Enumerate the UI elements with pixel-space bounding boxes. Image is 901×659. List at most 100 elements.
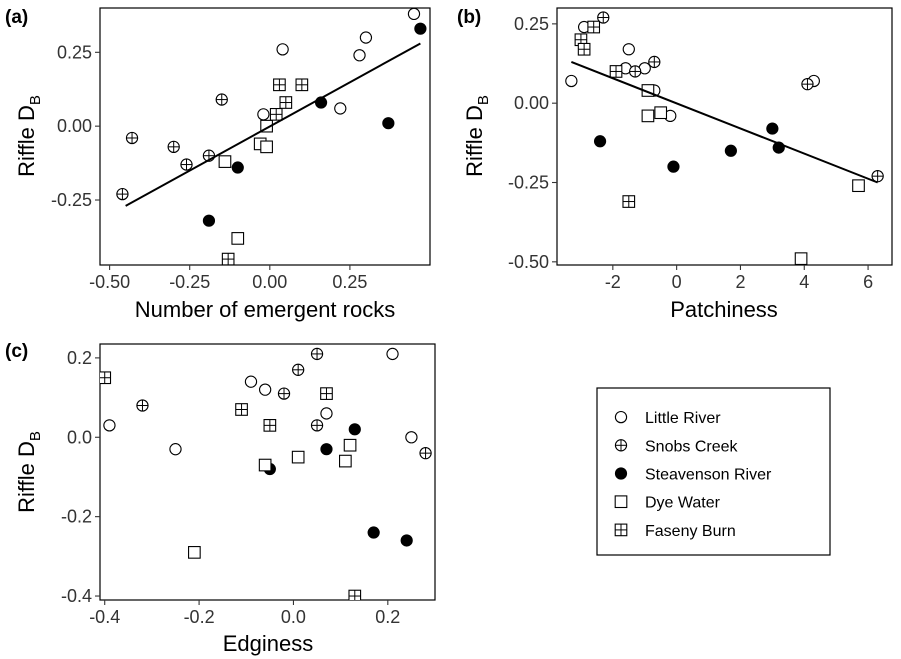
legend-entry: Dye Water [614, 495, 721, 512]
y-tick-label: 0.25 [514, 14, 549, 34]
dye-water-point [852, 179, 865, 193]
legend-label: Little River [645, 410, 721, 427]
data-points [100, 347, 432, 600]
x-axis-title: Patchiness [670, 297, 778, 322]
y-tick-label: -0.25 [51, 190, 92, 210]
faseny-burn-point [320, 387, 333, 400]
faseny-burn-point [587, 20, 601, 34]
little-river-point [565, 74, 578, 88]
panel-b: (b) -2 0 2 4 6-0.50-0.250.000.25 Patchiness … [457, 7, 893, 322]
steavenson-river-point [400, 534, 413, 547]
panel-label: (a) [5, 7, 28, 28]
faseny-burn-point [609, 65, 623, 78]
y-axis-title-subscript: B [27, 431, 44, 441]
legend: Little River Snobs Creek Steavenson River D… [596, 387, 831, 556]
y-axis-title-subscript: B [475, 95, 492, 105]
data-points [565, 11, 884, 265]
legend-symbol-little-river [614, 410, 628, 424]
little-river-point [405, 431, 418, 444]
legend-entry: Steavenson River [614, 467, 772, 484]
axis-ticks: -0.4 -0.2 0.0 0.2 -0.4 -0.2 0.0 0.2 [61, 348, 400, 627]
y-tick-label: 0.0 [67, 427, 92, 447]
legend-box [596, 387, 831, 556]
x-tick-label: -0.2 [184, 607, 215, 627]
steavenson-river-point [231, 161, 244, 174]
dye-water-point [260, 140, 273, 154]
dye-water-point [343, 438, 357, 452]
dye-water-point [258, 458, 272, 472]
legend-symbol-snobs-creek [614, 439, 628, 452]
panel-label: (b) [457, 7, 481, 28]
dye-water-point [641, 109, 655, 123]
little-river-point [334, 102, 347, 115]
snobs-creek-point [310, 347, 324, 361]
little-river-point [103, 419, 116, 432]
faseny-burn-point [235, 403, 248, 416]
x-axis-title: Edginess [223, 631, 314, 656]
plot-frame [556, 7, 893, 266]
little-river-point [169, 443, 182, 456]
steavenson-river-point [382, 117, 395, 130]
axis-ticks: -0.50 -0.25 0.00 0.25 -0.25 0.00 0.25 [51, 42, 367, 292]
x-tick-label: 4 [799, 272, 809, 292]
snobs-creek-point [419, 446, 432, 460]
legend-entry: Little River [614, 410, 721, 427]
x-tick-label: 0.2 [375, 607, 400, 627]
x-tick-label: 6 [863, 272, 873, 292]
dye-water-point [218, 155, 232, 168]
steavenson-river-point [320, 443, 333, 456]
y-axis-title-main: Riffle D [14, 105, 39, 177]
y-axis-title: Riffle DB [462, 95, 492, 177]
legend-label: Dye Water [645, 495, 721, 512]
little-river-point [276, 43, 289, 56]
x-tick-label: 2 [735, 272, 745, 292]
y-tick-label: -0.50 [508, 252, 549, 272]
faseny-burn-point [100, 371, 112, 385]
trend-line [125, 42, 421, 207]
x-tick-label: -0.50 [89, 272, 130, 292]
data-points [116, 8, 427, 265]
legend-label: Snobs Creek [645, 438, 738, 455]
little-river-point [359, 31, 373, 44]
faseny-burn-point [273, 78, 286, 92]
snobs-creek-point [597, 11, 610, 24]
faseny-burn-point [295, 78, 309, 92]
steavenson-river-point [414, 22, 427, 35]
snobs-creek-point [167, 140, 180, 153]
snobs-creek-point [277, 387, 291, 400]
axis-ticks: -2 0 2 4 6 -0.50 -0.25 0.00 0.25 [508, 14, 873, 292]
dye-water-point [260, 119, 273, 133]
faseny-burn-point [622, 195, 636, 208]
panel-a: (a) -0.50 -0.25 0.00 0.25 -0.25 0.00 0.25 Numb… [5, 7, 431, 322]
dye-water-point [794, 252, 808, 265]
panel-label: (c) [5, 341, 28, 362]
steavenson-river-point [367, 526, 380, 539]
faseny-burn-point [221, 252, 235, 265]
dye-water-point [188, 546, 201, 559]
y-axis-title-subscript: B [27, 95, 44, 105]
snobs-creek-point [125, 131, 139, 145]
x-tick-label: 0.0 [281, 607, 306, 627]
plot-frame [99, 7, 431, 266]
steavenson-river-point [348, 423, 361, 436]
snobs-creek-point [180, 158, 193, 171]
faseny-burn-point [348, 589, 362, 600]
y-tick-label: 0.25 [57, 42, 92, 62]
dye-water-point [339, 454, 352, 468]
y-axis-title: Riffle DB [14, 95, 44, 177]
faseny-burn-point [279, 96, 293, 109]
faseny-burn-point [577, 42, 591, 56]
trend-line [570, 61, 879, 184]
y-tick-label: -0.25 [508, 173, 549, 193]
x-tick-label: -2 [605, 272, 621, 292]
little-river-point [407, 8, 421, 21]
snobs-creek-point [629, 65, 642, 78]
y-axis-title-main: Riffle D [462, 105, 487, 177]
little-river-point [244, 375, 258, 388]
y-tick-label: -0.4 [61, 586, 92, 606]
legend-symbol-steavenson-river [614, 467, 628, 480]
plot-frame [99, 343, 436, 601]
x-tick-label: 0 [672, 272, 682, 292]
legend-entry: Snobs Creek [614, 438, 738, 455]
